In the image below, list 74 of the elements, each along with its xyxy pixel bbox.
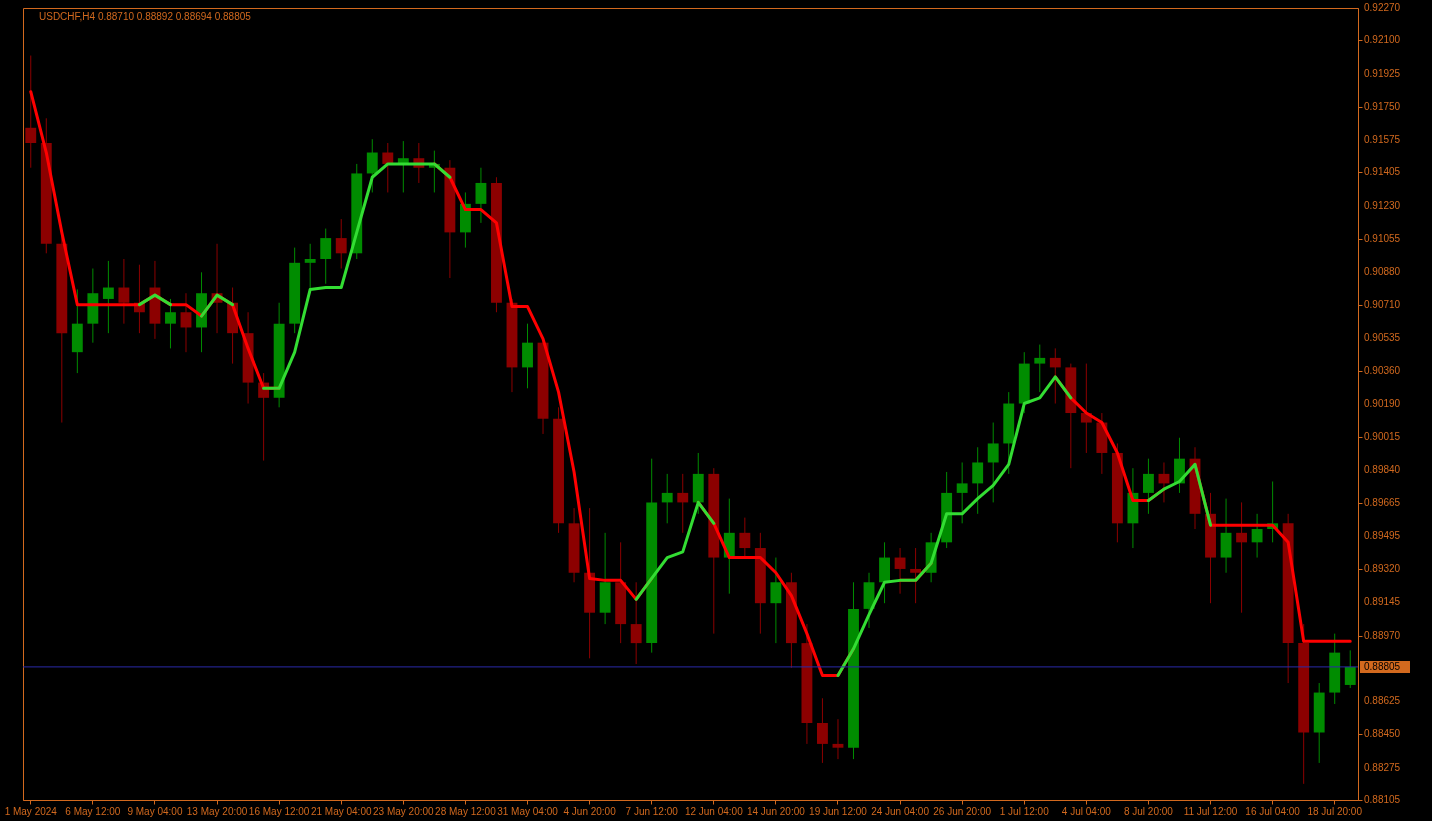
y-tick-label: 0.88450: [1364, 728, 1401, 740]
x-tick-label: 4 Jul 04:00: [1061, 805, 1112, 817]
candlestick: [987, 422, 999, 503]
y-tick-label: 0.89145: [1364, 596, 1401, 608]
y-tick-label: 0.91750: [1364, 100, 1401, 112]
candlestick: [770, 557, 782, 644]
y-tick-label: 0.88625: [1364, 695, 1401, 707]
candlestick: [661, 473, 673, 524]
y-tick-label: 0.91230: [1364, 199, 1401, 211]
x-tick-label: 1 Jul 12:00: [999, 805, 1050, 817]
y-tick-label: 0.89320: [1364, 562, 1401, 574]
x-tick-label: 12 Jun 04:00: [684, 805, 744, 817]
candlestick: [335, 218, 347, 270]
candlestick: [1034, 344, 1046, 393]
candlestick: [910, 547, 922, 604]
candlestick: [832, 718, 844, 760]
candlestick: [25, 55, 37, 169]
y-tick-label: 0.91575: [1364, 134, 1401, 146]
candlestick: [1344, 649, 1356, 689]
y-tick-label: 0.90535: [1364, 331, 1401, 343]
y-tick-label: 0.91055: [1364, 233, 1401, 245]
x-tick-label: 23 May 20:00: [373, 805, 435, 817]
candlestick: [118, 258, 130, 325]
candlestick: [366, 138, 378, 193]
x-tick-label: 4 Jun 20:00: [563, 805, 617, 817]
y-tick-label: 0.88105: [1364, 794, 1401, 805]
candlestick: [677, 473, 689, 534]
candlestick: [475, 167, 487, 224]
x-tick-label: 16 May 12:00: [248, 805, 310, 817]
y-tick-label: 0.90710: [1364, 298, 1401, 310]
y-tick-label: 0.90015: [1364, 430, 1401, 442]
x-tick-label: 21 May 04:00: [310, 805, 372, 817]
y-tick-label: 0.90190: [1364, 397, 1401, 409]
x-tick-label: 18 Jul 20:00: [1307, 805, 1363, 817]
y-tick-label: 0.92270: [1364, 2, 1401, 13]
ref-line-label: 0.88805: [1364, 660, 1401, 672]
x-tick-label: 8 Jul 20:00: [1123, 805, 1174, 817]
x-tick-label: 6 May 12:00: [65, 805, 121, 817]
x-tick-label: 24 Jun 04:00: [871, 805, 930, 817]
y-tick-label: 0.91405: [1364, 166, 1401, 178]
x-tick-label: 14 Jun 20:00: [746, 805, 806, 817]
chart-title: USDCHF,H4 0.88710 0.88892 0.88694 0.88805: [39, 11, 252, 22]
y-tick-label: 0.92100: [1364, 34, 1401, 46]
x-tick-label: 9 May 04:00: [127, 805, 183, 817]
candlestick: [956, 461, 968, 524]
y-tick-label: 0.88275: [1364, 761, 1401, 773]
x-tick-label: 11 Jul 12:00: [1183, 805, 1238, 817]
y-tick-label: 0.90360: [1364, 365, 1401, 377]
candlestick: [102, 260, 114, 334]
candlestick: [972, 446, 984, 515]
candlestick: [180, 292, 192, 353]
x-tick-label: 13 May 20:00: [186, 805, 248, 817]
y-tick-label: 0.89665: [1364, 497, 1401, 509]
x-tick-label: 31 May 04:00: [497, 805, 559, 817]
candlestick: [1049, 347, 1061, 405]
candlestick: [1143, 458, 1154, 515]
candlestick: [320, 228, 332, 285]
x-tick-label: 7 Jun 12:00: [625, 805, 679, 817]
candlestick: [817, 697, 828, 764]
x-tick-label: 26 Jun 20:00: [933, 805, 992, 817]
y-tick-label: 0.88970: [1364, 629, 1401, 641]
candlestick: [1251, 513, 1263, 559]
candlestick: [165, 298, 176, 349]
x-tick-label: 19 Jun 12:00: [809, 805, 868, 817]
x-tick-label: 1 May 2024: [4, 805, 58, 817]
y-tick-label: 0.89495: [1364, 529, 1401, 541]
y-tick-label: 0.91925: [1364, 67, 1401, 79]
x-tick-label: 28 May 12:00: [435, 805, 497, 817]
candlestick: [739, 517, 751, 559]
candlestick: [630, 581, 642, 665]
candlestick: [1236, 501, 1248, 614]
y-tick-label: 0.89840: [1364, 464, 1401, 476]
y-tick-label: 0.90880: [1364, 266, 1401, 278]
x-tick-label: 16 Jul 04:00: [1245, 805, 1301, 817]
